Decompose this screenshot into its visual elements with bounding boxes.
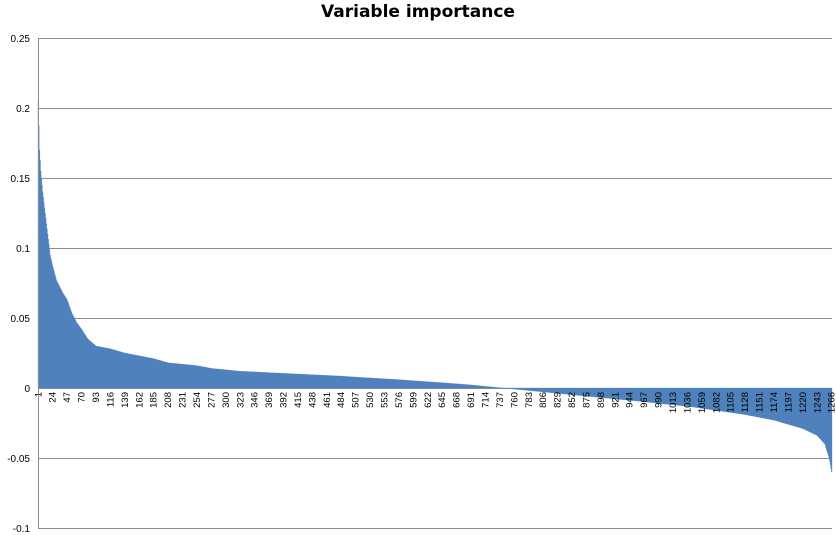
x-tick-label: 507 [351,392,362,408]
x-tick-label: 875 [581,392,592,408]
x-tick-label: 599 [408,392,419,408]
x-tick-label: 1059 [697,392,708,413]
x-tick-label: 714 [480,392,491,408]
x-tick-label: 185 [149,392,160,408]
x-tick-label: 93 [91,392,102,403]
x-tick-label: 691 [466,392,477,408]
x-tick-label: 1266 [827,392,836,413]
x-tick-label: 162 [134,392,145,408]
x-tick-label: 944 [625,392,636,408]
x-tick-label: 277 [206,392,217,408]
x-tick-label: 1036 [682,392,693,413]
y-tick-label: 0.2 [16,104,30,115]
x-tick-label: 921 [610,392,621,408]
x-tick-label: 346 [250,392,261,408]
x-tick-label: 461 [322,392,333,408]
x-tick-label: 254 [192,392,203,408]
x-tick-label: 1197 [783,392,794,412]
x-tick-label: 1013 [668,392,679,413]
x-tick-label: 737 [495,392,506,408]
x-tick-label: 898 [596,392,607,408]
x-tick-label: 553 [380,392,391,408]
x-tick-label: 829 [553,392,564,408]
y-axis-tick-labels: -0.1 -0.05 0 0.05 0.1 0.15 0.2 0.25 [7,34,30,535]
x-tick-label: 415 [293,392,304,408]
x-tick-label: 47 [62,392,73,403]
y-tick-label: 0.25 [11,34,31,45]
y-tick-label: 0.15 [11,174,31,185]
x-tick-label: 438 [307,392,318,408]
x-tick-label: 645 [437,392,448,408]
x-tick-label: 392 [279,392,290,408]
x-tick-label: 783 [524,392,535,408]
x-tick-label: 1243 [812,392,823,413]
x-tick-label: 300 [221,392,232,408]
gridlines [38,38,832,529]
x-tick-label: 530 [365,392,376,408]
x-tick-label: 760 [509,392,520,408]
x-tick-label: 990 [654,392,665,408]
x-tick-label: 806 [538,392,549,408]
x-axis-tick-labels: 1244770931161391621852082312542773003233… [33,392,836,413]
x-tick-label: 668 [452,392,463,408]
y-tick-label: -0.1 [13,524,31,535]
chart-title: Variable importance [321,2,515,22]
x-tick-label: 24 [48,392,59,403]
x-tick-label: 1128 [740,392,751,412]
x-tick-label: 1174 [769,392,780,412]
x-tick-label: 1105 [726,392,737,412]
x-tick-label: 1151 [755,392,766,412]
x-tick-label: 70 [77,392,88,403]
x-tick-label: 1220 [798,392,809,413]
x-tick-label: 208 [163,392,174,408]
x-tick-label: 852 [567,392,578,408]
x-tick-label: 369 [264,392,275,408]
x-tick-label: 484 [336,392,347,408]
x-tick-label: 139 [120,392,131,408]
x-tick-label: 323 [235,392,246,408]
x-tick-label: 622 [423,392,434,408]
x-tick-label: 967 [639,392,650,408]
x-tick-label: 576 [394,392,405,408]
y-tick-label: 0.1 [16,244,30,255]
y-tick-label: 0.05 [11,314,31,325]
x-tick-label: 1082 [711,392,722,413]
y-tick-label: 0 [24,384,30,395]
bar-series [37,100,833,473]
y-tick-label: -0.05 [7,454,30,465]
x-tick-label: 116 [105,392,116,407]
x-tick-label: 231 [178,392,189,408]
